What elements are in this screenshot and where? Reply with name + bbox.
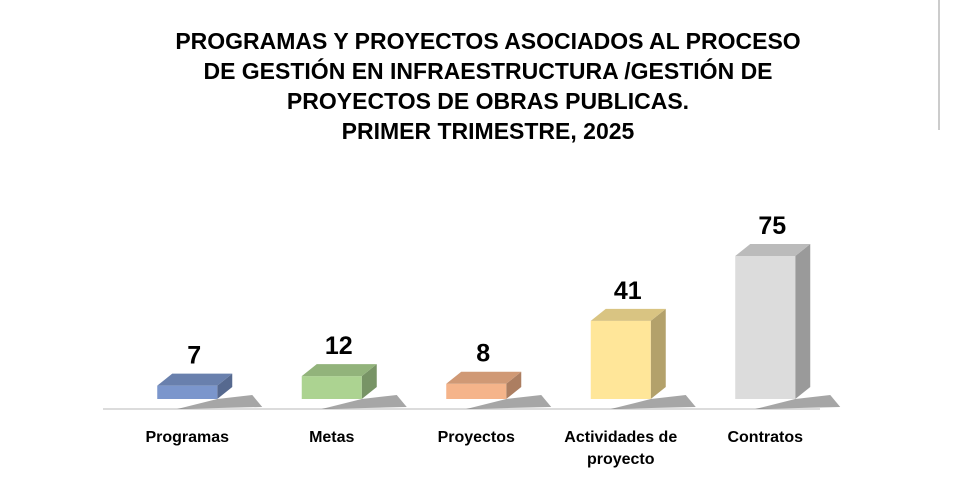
chart-title: PROGRAMAS Y PROYECTOS ASOCIADOS AL PROCE…	[88, 26, 888, 146]
data-label: 12	[325, 332, 353, 360]
bar	[446, 383, 507, 399]
title-line: PRIMER TRIMESTRE, 2025	[341, 118, 635, 144]
x-tick-label: Contratos	[727, 429, 804, 446]
data-label: 75	[758, 212, 786, 240]
x-tick-label: Programas	[145, 429, 230, 446]
bar-shadow	[610, 395, 696, 409]
bar-shadow	[321, 395, 407, 409]
bar-top	[301, 364, 377, 377]
bar	[590, 320, 651, 399]
data-label: 8	[476, 340, 490, 368]
x-tick-label: Actividades de proyecto	[564, 429, 678, 468]
bar-side	[506, 371, 522, 399]
bar-top	[446, 371, 522, 384]
bar	[301, 376, 362, 399]
bar-shadow	[466, 395, 552, 409]
bar	[157, 385, 218, 399]
title-line: PROYECTOS DE OBRAS PUBLICAS.	[286, 88, 690, 114]
bar-shadow	[755, 395, 841, 409]
bar-side	[361, 364, 377, 399]
x-tick-label: Proyectos	[437, 429, 515, 446]
bar-side	[650, 308, 666, 399]
bar-top	[157, 373, 233, 386]
bar-top	[735, 244, 811, 256]
x-tick-label: Metas	[309, 429, 355, 446]
bar-top	[590, 308, 666, 321]
title-line: DE GESTIÓN EN INFRAESTRUCTURA /GESTIÓN D…	[203, 58, 773, 84]
bar-shadow	[177, 395, 263, 409]
bar-side	[795, 244, 811, 399]
data-label: 41	[614, 277, 642, 305]
data-label: 7	[187, 342, 201, 370]
bar-side	[217, 373, 233, 399]
title-line: PROGRAMAS Y PROYECTOS ASOCIADOS AL PROCE…	[175, 28, 801, 54]
bar	[735, 256, 796, 399]
